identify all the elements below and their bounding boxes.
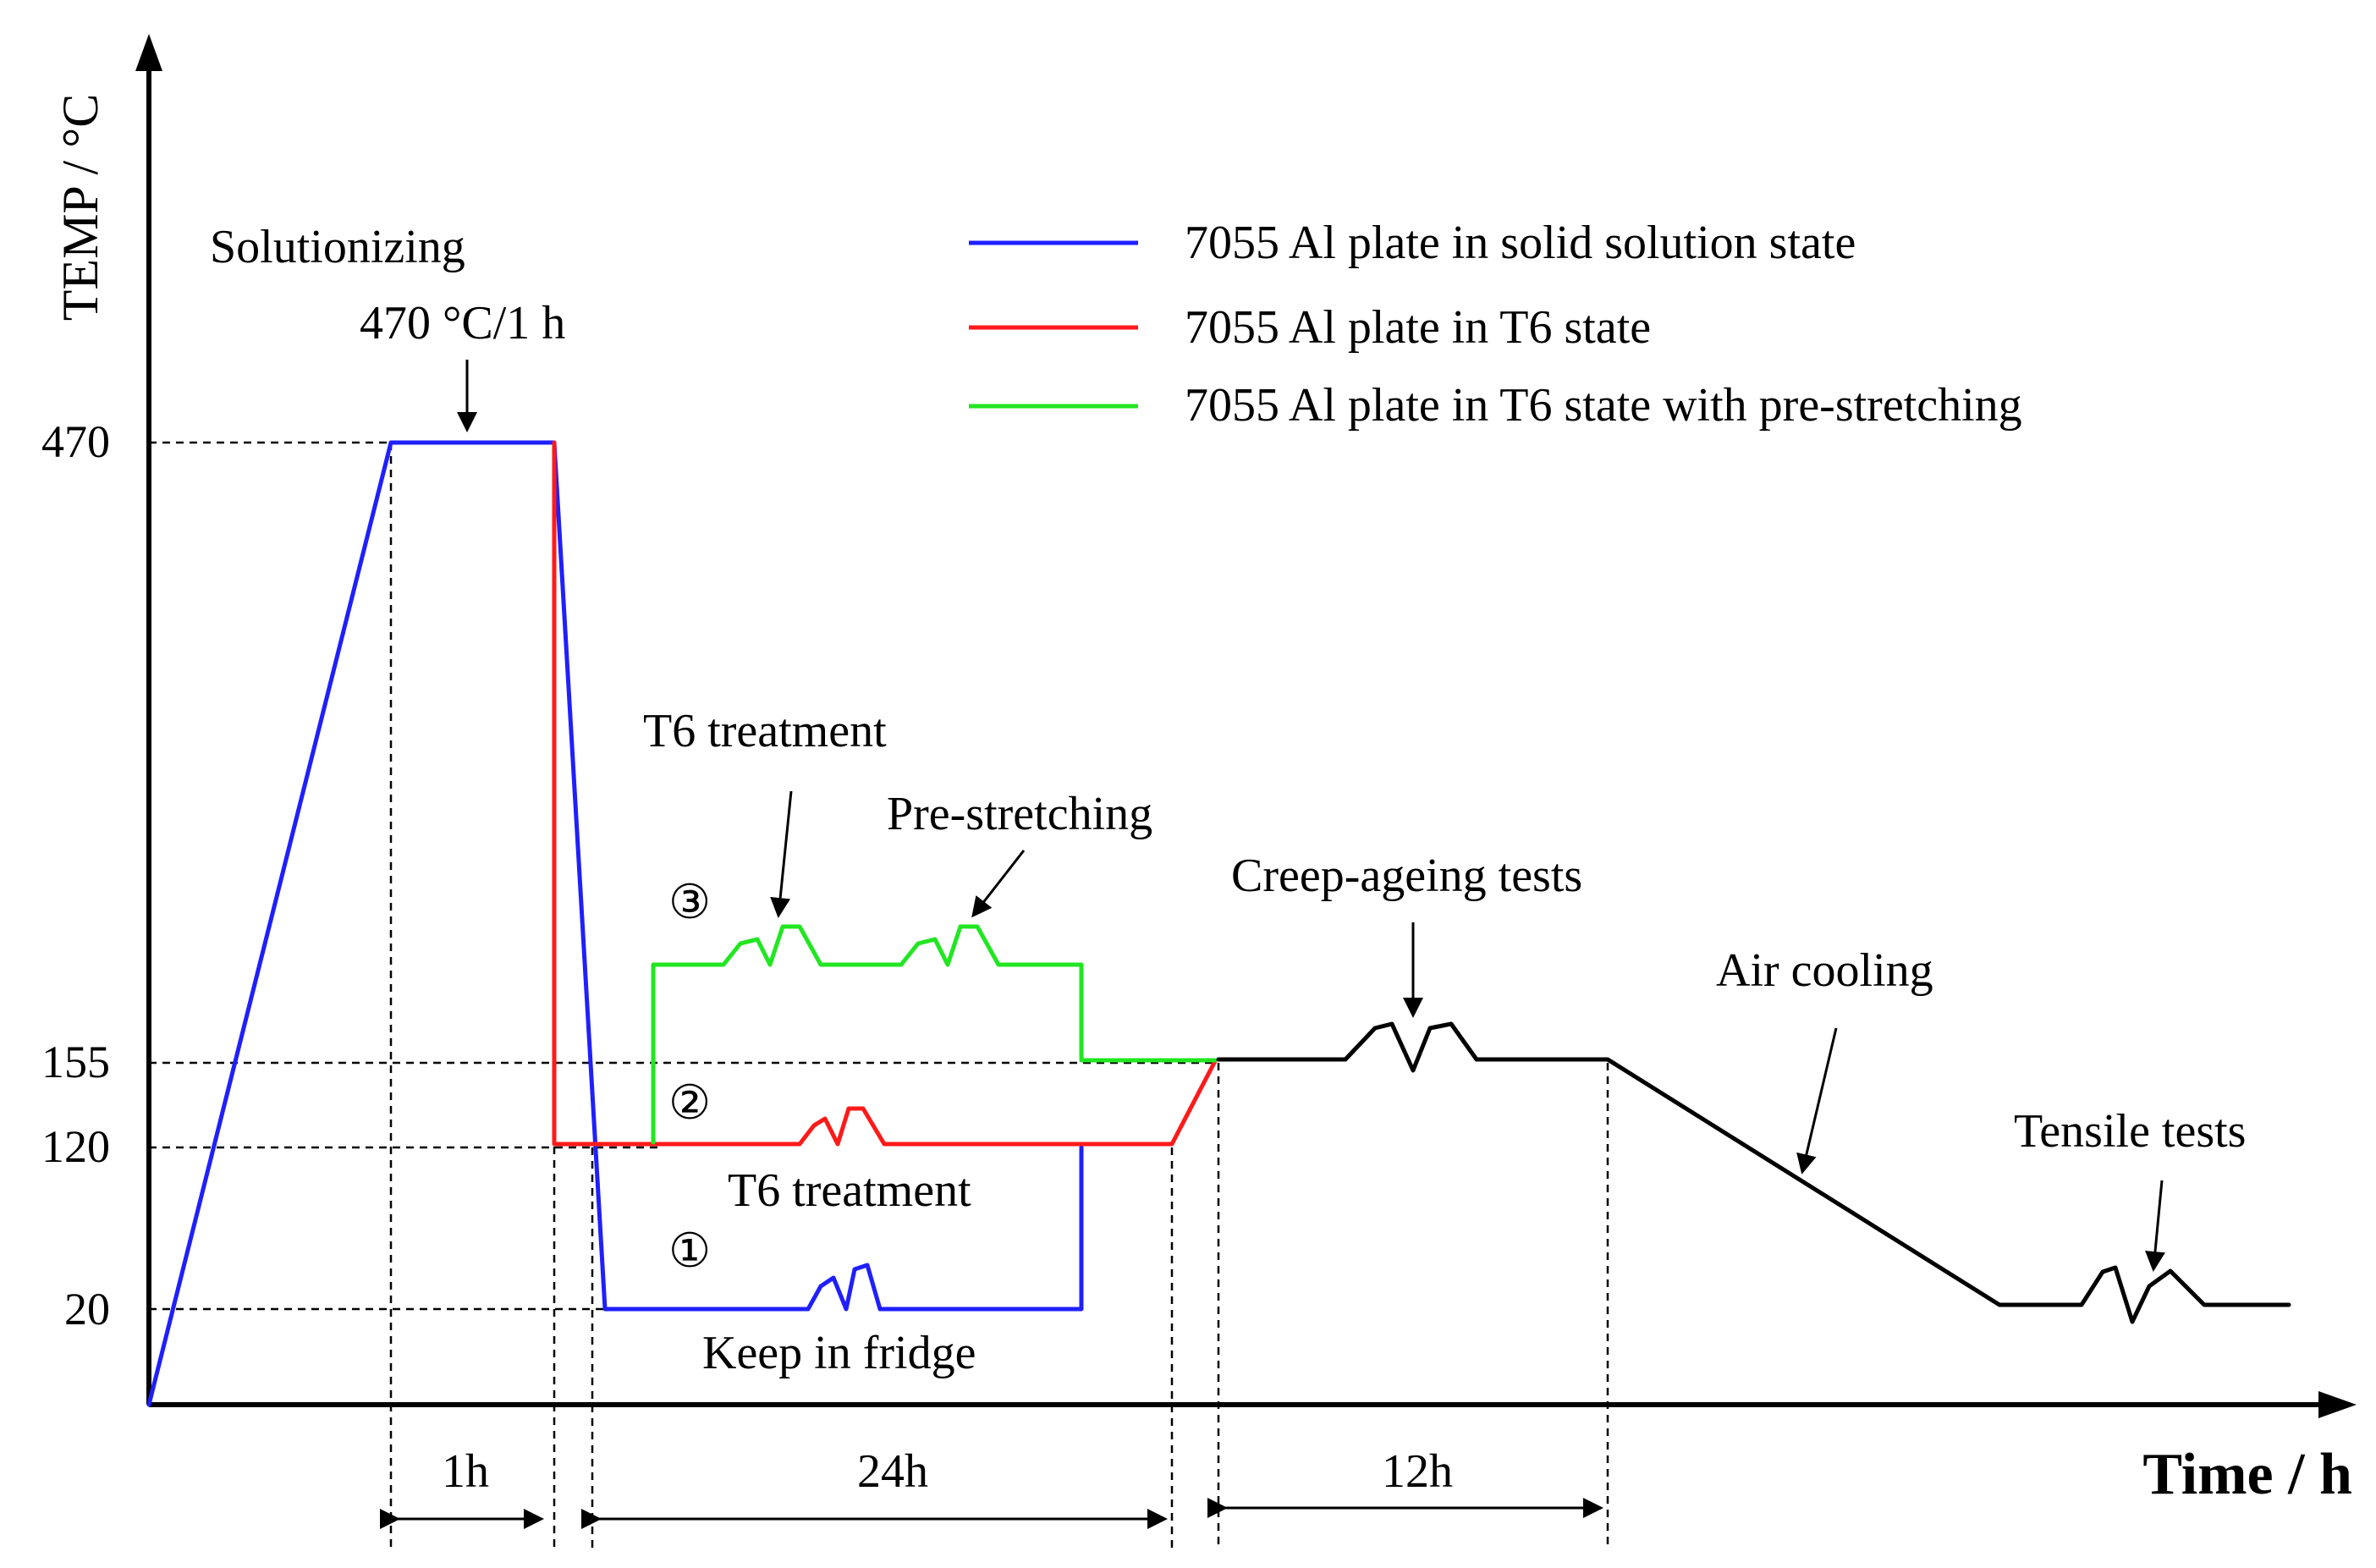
label-t6-treatment-top: T6 treatment: [643, 705, 887, 757]
y-tick-20: 20: [64, 1284, 110, 1334]
duration-label-24h: 24h: [857, 1445, 928, 1498]
label-route-1: ①: [668, 1225, 711, 1278]
duration-markers: 1h 24h 12h: [380, 1445, 1603, 1529]
green-prestretch-curve: [651, 924, 1218, 1145]
x-axis: [149, 1391, 2357, 1418]
label-creep-ageing: Creep-ageing tests: [1231, 850, 1582, 902]
y-axis-title: TEMP / °C: [52, 94, 108, 321]
label-tensile-tests: Tensile tests: [2014, 1105, 2246, 1158]
label-pre-stretching: Pre-stretching: [887, 788, 1152, 840]
label-t6-treatment-mid: T6 treatment: [728, 1164, 971, 1217]
guide-lines: [149, 441, 1609, 1549]
label-route-3: ③: [668, 877, 711, 929]
y-tick-155: 155: [41, 1037, 110, 1087]
y-tick-470: 470: [41, 416, 110, 467]
label-route-2: ②: [668, 1077, 711, 1130]
label-air-cooling: Air cooling: [1716, 944, 1933, 997]
arrow-tensile-tests: [2145, 1180, 2165, 1272]
label-solution-temp: 470 °C/1 h: [360, 297, 565, 349]
legend-label-red: 7055 Al plate in T6 state: [1185, 301, 1651, 354]
label-keep-in-fridge: Keep in fridge: [702, 1327, 976, 1379]
pointer-arrows: [457, 360, 2165, 1272]
black-creep-ageing-curve: [1216, 1021, 2291, 1324]
legend-label-green: 7055 Al plate in T6 state with pre-stret…: [1185, 379, 2022, 432]
x-axis-title: Time / h: [2142, 1442, 2352, 1507]
arrow-t6-treatment: [770, 790, 793, 918]
duration-label-1h: 1h: [442, 1445, 489, 1498]
arrow-pre-stretching: [971, 850, 1026, 918]
duration-label-12h: 12h: [1382, 1445, 1453, 1498]
label-solutionizing: Solutionizing: [210, 221, 465, 273]
arrow-air-cooling: [1796, 1027, 1838, 1175]
legend-label-blue: 7055 Al plate in solid solution state: [1185, 217, 1856, 269]
blue-solid-solution-curve: [146, 440, 1084, 1407]
red-t6-curve: [552, 440, 1218, 1147]
legend: 7055 Al plate in solid solution state 70…: [969, 217, 2022, 432]
y-tick-120: 120: [41, 1121, 110, 1172]
y-axis: [135, 34, 162, 1405]
